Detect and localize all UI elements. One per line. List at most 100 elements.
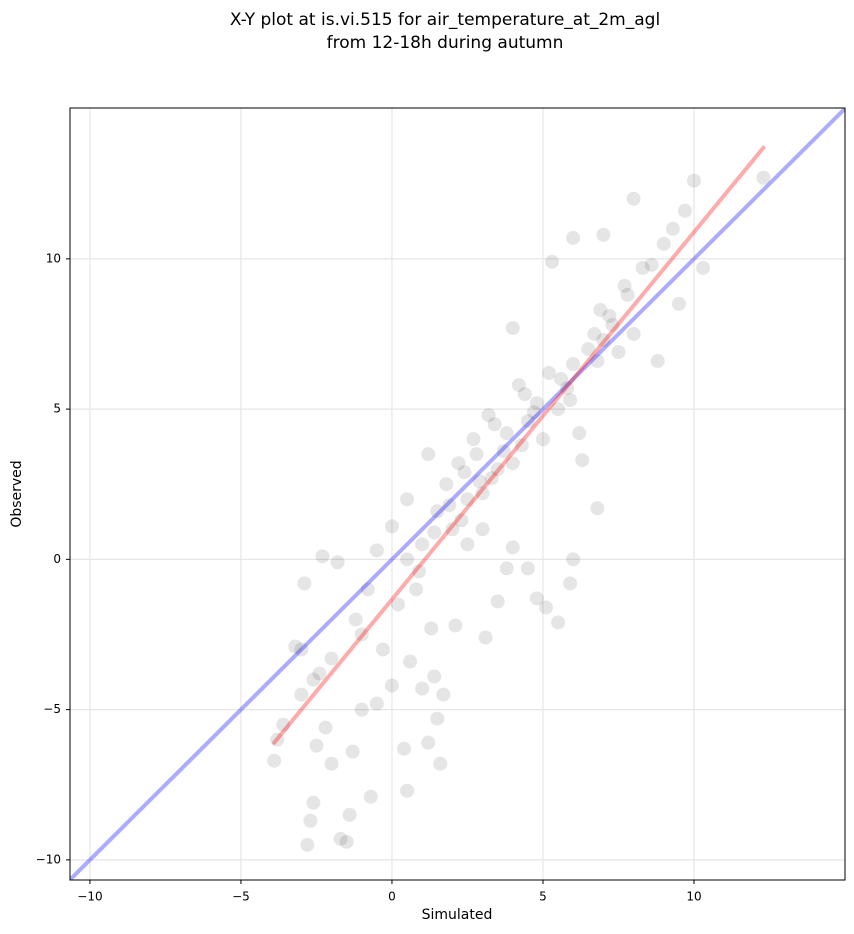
data-point: [572, 426, 587, 441]
data-point: [551, 615, 566, 630]
data-point: [354, 627, 369, 642]
data-point: [454, 513, 469, 528]
data-point: [587, 326, 602, 341]
data-point: [427, 669, 442, 684]
data-point: [596, 227, 611, 242]
data-point: [484, 471, 499, 486]
data-point: [369, 696, 384, 711]
data-point: [677, 203, 692, 218]
y-tick-label: −10: [36, 852, 61, 866]
data-point: [596, 332, 611, 347]
data-point: [514, 438, 529, 453]
data-point: [439, 477, 454, 492]
chart-title: X-Y plot at is.vi.515 for air_temperatur…: [230, 10, 660, 30]
data-point: [427, 525, 442, 540]
data-point: [554, 372, 569, 387]
data-point: [529, 396, 544, 411]
data-point: [490, 594, 505, 609]
data-point: [442, 498, 457, 513]
data-point: [363, 789, 378, 804]
data-point: [529, 591, 544, 606]
data-point: [756, 170, 771, 185]
data-point: [566, 230, 581, 245]
data-point: [505, 320, 520, 335]
data-point: [309, 738, 324, 753]
data-point: [403, 654, 418, 669]
data-point: [391, 597, 406, 612]
data-point: [324, 651, 339, 666]
data-point: [375, 642, 390, 657]
axes-frame: [69, 107, 846, 881]
data-point: [430, 504, 445, 519]
data-point: [267, 753, 282, 768]
data-point: [590, 354, 605, 369]
y-tick-label: 10: [46, 251, 61, 265]
data-point: [430, 711, 445, 726]
data-point: [466, 432, 481, 447]
data-point: [472, 474, 487, 489]
data-point: [650, 354, 665, 369]
x-tick-label: −10: [77, 890, 102, 904]
data-point: [566, 552, 581, 567]
y-axis-label: Observed: [9, 460, 25, 527]
data-point: [384, 678, 399, 693]
data-point: [460, 537, 475, 552]
grid: [70, 108, 845, 880]
data-point: [445, 522, 460, 537]
data-point: [665, 221, 680, 236]
data-point: [499, 561, 514, 576]
data-point: [656, 236, 671, 251]
data-point: [276, 717, 291, 732]
data-point: [551, 402, 566, 417]
data-point: [460, 492, 475, 507]
data-point: [563, 576, 578, 591]
data-point: [644, 257, 659, 272]
x-tick-label: 10: [686, 890, 701, 904]
data-point: [400, 492, 415, 507]
data-point: [330, 555, 345, 570]
data-point: [457, 465, 472, 480]
data-point: [490, 462, 505, 477]
data-point: [294, 687, 309, 702]
data-point: [288, 639, 303, 654]
data-point: [593, 302, 608, 317]
data-point: [496, 444, 511, 459]
data-point: [563, 393, 578, 408]
data-point: [451, 456, 466, 471]
data-point: [542, 366, 557, 381]
data-point: [602, 308, 617, 323]
data-point: [409, 582, 424, 597]
x-tick-label: −5: [232, 890, 250, 904]
data-point: [369, 543, 384, 558]
data-point: [517, 387, 532, 402]
y-tick-label: −5: [43, 702, 61, 716]
data-point: [421, 447, 436, 462]
data-point: [581, 342, 596, 357]
data-point: [400, 552, 415, 567]
data-point: [415, 537, 430, 552]
data-point: [499, 426, 514, 441]
data-point: [315, 549, 330, 564]
data-point: [535, 432, 550, 447]
data-point: [686, 173, 701, 188]
data-point: [635, 260, 650, 275]
data-point: [475, 522, 490, 537]
data-point: [448, 618, 463, 633]
data-point: [560, 381, 575, 396]
fit-line: [272, 145, 766, 745]
data-point: [590, 501, 605, 516]
data-point: [333, 831, 348, 846]
data-point: [538, 600, 553, 615]
data-point: [478, 630, 493, 645]
data-point: [526, 405, 541, 420]
data-point: [306, 672, 321, 687]
data-point: [505, 540, 520, 555]
fit-line: [70, 108, 845, 880]
data-point: [360, 582, 375, 597]
plot-area: [70, 108, 845, 880]
data-point: [294, 642, 309, 657]
data-point: [545, 254, 560, 269]
data-point: [397, 741, 412, 756]
data-point: [566, 357, 581, 372]
